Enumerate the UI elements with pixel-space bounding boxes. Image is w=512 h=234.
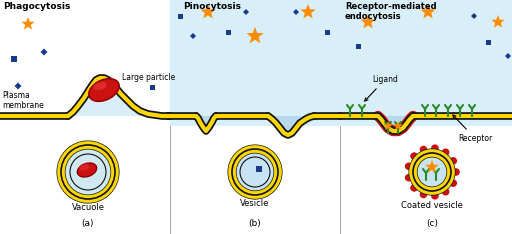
Circle shape	[405, 174, 413, 182]
Circle shape	[442, 148, 450, 156]
Text: Receptor-mediated
endocytosis: Receptor-mediated endocytosis	[345, 2, 437, 21]
Circle shape	[450, 179, 457, 187]
Circle shape	[410, 152, 418, 160]
Polygon shape	[22, 17, 35, 30]
Polygon shape	[225, 29, 230, 34]
Ellipse shape	[93, 82, 107, 90]
Ellipse shape	[77, 163, 97, 177]
Ellipse shape	[89, 79, 119, 101]
Circle shape	[420, 146, 428, 153]
Text: (c): (c)	[426, 219, 438, 228]
Polygon shape	[355, 44, 360, 48]
Text: Vacuole: Vacuole	[72, 203, 104, 212]
Polygon shape	[243, 9, 249, 15]
Polygon shape	[420, 4, 436, 18]
Polygon shape	[68, 78, 168, 116]
Polygon shape	[505, 53, 511, 59]
Polygon shape	[383, 121, 393, 130]
Circle shape	[61, 145, 115, 199]
Polygon shape	[360, 14, 376, 29]
Circle shape	[420, 191, 428, 198]
Circle shape	[232, 149, 278, 195]
Polygon shape	[393, 121, 403, 130]
Polygon shape	[190, 33, 196, 39]
Text: (b): (b)	[249, 219, 261, 228]
Polygon shape	[170, 0, 340, 126]
Circle shape	[405, 162, 413, 170]
Polygon shape	[150, 84, 155, 89]
Text: Plasma
membrane: Plasma membrane	[2, 91, 44, 110]
Text: Phagocytosis: Phagocytosis	[3, 2, 70, 11]
Polygon shape	[256, 166, 262, 172]
Text: Coated vesicle: Coated vesicle	[401, 201, 463, 210]
Polygon shape	[14, 83, 22, 89]
Polygon shape	[11, 56, 17, 62]
Circle shape	[450, 157, 457, 165]
Text: (a): (a)	[82, 219, 94, 228]
Circle shape	[442, 188, 450, 196]
Polygon shape	[301, 4, 315, 18]
Polygon shape	[340, 0, 512, 126]
Polygon shape	[471, 13, 477, 19]
Text: Receptor: Receptor	[453, 115, 492, 143]
Circle shape	[452, 168, 460, 176]
Polygon shape	[268, 116, 314, 135]
Polygon shape	[246, 27, 264, 43]
Text: Pinocytosis: Pinocytosis	[183, 2, 241, 11]
Text: Vesicle: Vesicle	[240, 199, 270, 208]
Text: Ligand: Ligand	[365, 75, 398, 101]
Polygon shape	[485, 40, 490, 44]
Circle shape	[431, 192, 439, 200]
Polygon shape	[492, 15, 505, 28]
Polygon shape	[293, 9, 299, 15]
Circle shape	[410, 184, 418, 192]
Polygon shape	[196, 116, 216, 131]
Circle shape	[431, 144, 439, 152]
Polygon shape	[40, 48, 48, 55]
Circle shape	[409, 149, 455, 195]
Polygon shape	[378, 116, 413, 131]
Ellipse shape	[79, 163, 89, 171]
Polygon shape	[178, 14, 182, 18]
Polygon shape	[325, 29, 330, 34]
Polygon shape	[425, 160, 439, 173]
Text: Large particle: Large particle	[122, 73, 175, 82]
Polygon shape	[200, 4, 216, 18]
